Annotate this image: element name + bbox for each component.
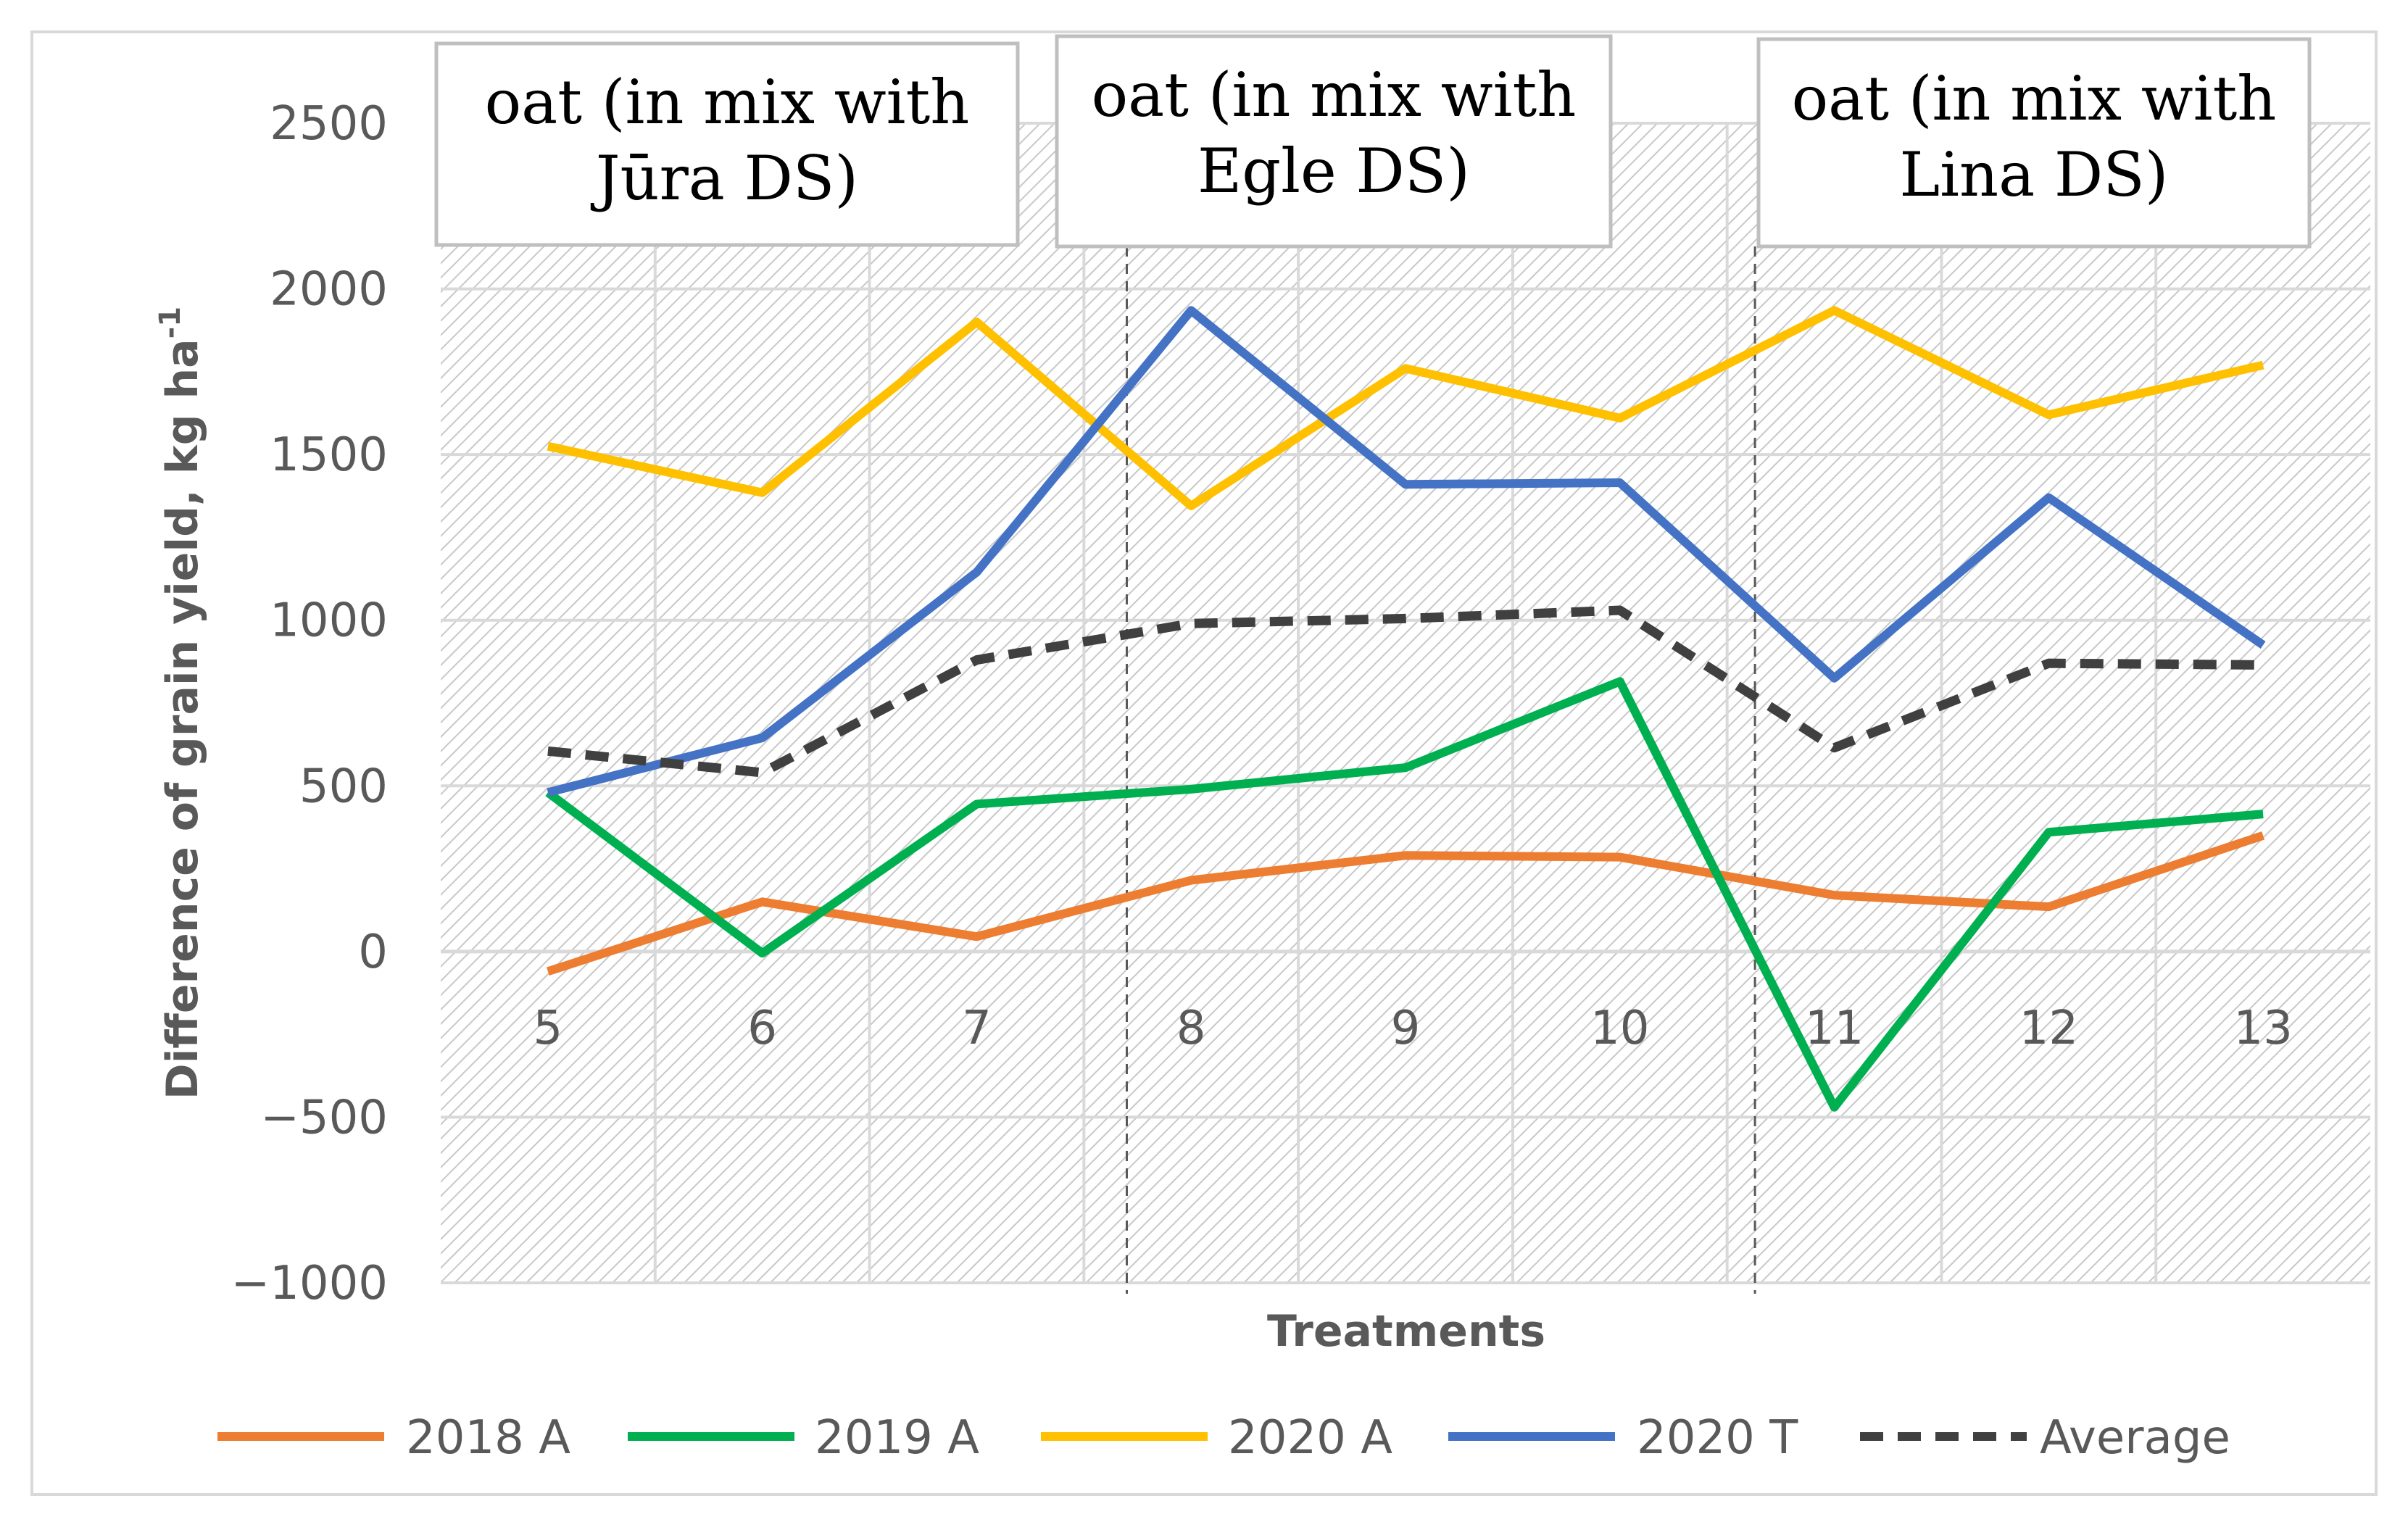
series-line-average	[547, 605, 2264, 778]
x-tick-label: 6	[747, 1002, 777, 1055]
y-tick-label: 2000	[270, 263, 388, 317]
annotation-line2: Egle DS)	[1197, 136, 1470, 207]
y-axis-ticks: −1000 −500 0 500 1000 1500 2000 2500	[231, 97, 389, 1310]
annotation-frame	[434, 41, 1020, 247]
y-tick-label: −1000	[231, 1257, 389, 1310]
annotation-line1: oat (in mix with	[1792, 63, 2277, 134]
x-tick-label: 13	[2233, 1002, 2292, 1055]
y-axis-title-main: Difference of grain yield, kg ha	[157, 338, 208, 1099]
legend-item: 2020 A	[1041, 1411, 1392, 1465]
x-axis-ticks: 5 6 7 8 9 10 11 12 13	[534, 1002, 2293, 1055]
x-tick-label: 8	[1176, 1002, 1206, 1055]
legend-item: 2019 A	[628, 1411, 979, 1465]
series-line-2018-a	[547, 831, 2265, 976]
group-dividers	[1125, 246, 1756, 1294]
annotation-line2: Lina DS)	[1899, 139, 2168, 210]
vertical-gridlines	[653, 123, 2158, 1283]
x-tick-label: 7	[962, 1002, 992, 1055]
legend-item: 2020 T	[1448, 1411, 1798, 1465]
series-lines	[545, 306, 2266, 1112]
legend-item: 2018 A	[217, 1411, 570, 1465]
legend-label: 2018 A	[406, 1411, 570, 1465]
annotation-frame	[1756, 37, 2312, 249]
annotation-line1: oat (in mix with	[1092, 59, 1577, 130]
x-tick-label: 9	[1391, 1002, 1421, 1055]
plot-area	[441, 123, 2370, 1283]
legend-label: 2020 T	[1637, 1411, 1798, 1465]
y-tick-label: −500	[260, 1091, 388, 1144]
y-axis-title: Difference of grain yield, kg ha-1	[154, 307, 208, 1099]
x-tick-label: 11	[1805, 1002, 1864, 1055]
legend: 2018 A 2019 A 2020 A 2020 T Average	[217, 1411, 2230, 1465]
series-line-2020-a	[547, 306, 2264, 510]
x-tick-label: 12	[2019, 1002, 2078, 1055]
annotation-frame	[1055, 34, 1613, 249]
legend-label: 2019 A	[815, 1411, 979, 1465]
legend-label: 2020 A	[1228, 1411, 1392, 1465]
y-tick-label: 1500	[270, 428, 388, 482]
x-tick-label: 10	[1590, 1002, 1649, 1055]
series-line-2019-a	[545, 677, 2264, 1112]
y-tick-label: 2500	[270, 97, 388, 151]
legend-label: Average	[2040, 1411, 2230, 1465]
x-tick-label: 5	[534, 1002, 563, 1055]
x-axis-title: Treatments	[1267, 1306, 1545, 1357]
y-tick-label: 1000	[270, 594, 388, 648]
annotation-line2: Jūra DS)	[590, 143, 858, 214]
legend-item: Average	[1860, 1411, 2230, 1465]
series-line-2020-t	[547, 306, 2266, 797]
y-axis-title-superscript: -1	[154, 307, 187, 338]
annotation-line1: oat (in mix with	[485, 67, 970, 138]
y-tick-label: 500	[299, 760, 388, 813]
y-tick-label: 0	[358, 926, 388, 979]
